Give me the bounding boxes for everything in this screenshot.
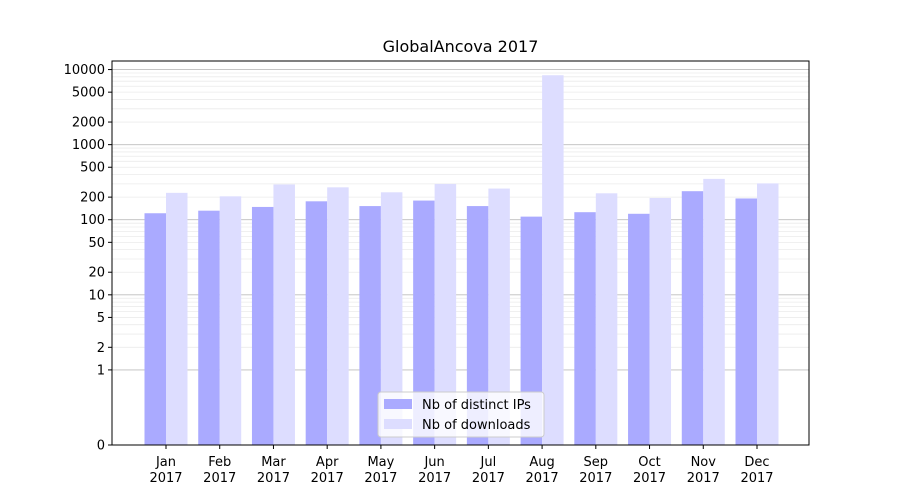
bar-downloads-aug [542, 75, 564, 446]
x-tick-label-month: Mar [261, 455, 286, 470]
y-tick-label: 500 [80, 161, 105, 176]
bar-distinct-ips-sep [574, 212, 596, 445]
bar-distinct-ips-dec [735, 198, 757, 445]
bar-downloads-jun [434, 183, 457, 445]
bar-distinct-ips-jun [413, 200, 435, 445]
bar-distinct-ips-feb [198, 210, 220, 445]
y-tick-label: 2000 [72, 116, 105, 131]
x-tick-label-month: Jul [480, 455, 497, 470]
y-tick-label: 0 [97, 439, 105, 454]
bar-downloads-mar [273, 184, 295, 445]
x-axis: Jan2017Feb2017Mar2017Apr2017May2017Jun20… [149, 445, 774, 486]
x-tick-label-year: 2017 [418, 471, 451, 486]
bar-distinct-ips-may [359, 206, 381, 445]
x-tick-label-year: 2017 [740, 471, 773, 486]
chart-title: GlobalAncova 2017 [383, 37, 539, 56]
y-tick-label: 5 [97, 311, 105, 326]
x-tick-label-year: 2017 [149, 471, 182, 486]
bar-downloads-apr [327, 187, 349, 445]
x-tick-label-month: Oct [638, 455, 660, 470]
legend-label-downloads: Nb of downloads [422, 418, 531, 433]
y-tick-label: 50 [88, 236, 105, 251]
y-tick-label: 20 [88, 266, 105, 281]
y-tick-label: 5000 [72, 86, 105, 101]
x-tick-label-year: 2017 [526, 471, 559, 486]
bar-downloads-sep [595, 193, 618, 445]
x-tick-label-year: 2017 [472, 471, 505, 486]
y-tick-label: 10 [88, 288, 105, 303]
x-tick-label-year: 2017 [579, 471, 612, 486]
bar-distinct-ips-jan [144, 213, 166, 445]
bar-downloads-dec [757, 183, 779, 445]
bar-downloads-feb [219, 196, 242, 445]
legend: Nb of distinct IPs Nb of downloads [377, 391, 545, 438]
x-tick-label-month: Aug [529, 455, 554, 470]
x-tick-label-month: Feb [208, 455, 231, 470]
bar-distinct-ips-nov [681, 191, 704, 445]
y-tick-label: 1000 [72, 138, 105, 153]
y-tick-label: 100 [80, 213, 105, 228]
bar-downloads-oct [649, 197, 672, 445]
x-tick-label-year: 2017 [687, 471, 720, 486]
x-tick-label-month: May [367, 455, 394, 470]
y-tick-label: 10000 [64, 63, 105, 78]
x-tick-label-year: 2017 [203, 471, 236, 486]
x-tick-label-year: 2017 [364, 471, 397, 486]
bars [144, 75, 779, 446]
x-tick-label-year: 2017 [633, 471, 666, 486]
plot-frame [111, 60, 810, 446]
x-tick-label-year: 2017 [311, 471, 344, 486]
legend-label-distinct-ips: Nb of distinct IPs [422, 398, 531, 413]
y-tick-label: 2 [97, 341, 105, 356]
x-tick-label-month: Nov [691, 455, 717, 470]
bar-distinct-ips-aug [520, 216, 543, 445]
x-tick-label-month: Sep [584, 455, 609, 470]
bar-downloads-jul [488, 188, 510, 445]
bar-downloads-jan [166, 192, 188, 445]
y-axis: 0 1 2 5 10 20 50 100 200 500 1000 2000 5000 10000 [64, 63, 112, 454]
bar-downloads-nov [703, 178, 725, 445]
bar-distinct-ips-mar [251, 206, 274, 445]
x-tick-label-month: Jan [155, 455, 176, 470]
x-tick-label-month: Jun [423, 455, 444, 470]
y-tick-label: 200 [80, 191, 105, 206]
y-tick-label: 1 [97, 363, 105, 378]
bar-downloads-may [380, 192, 403, 445]
x-tick-label-year: 2017 [257, 471, 290, 486]
bar-distinct-ips-jul [466, 206, 489, 445]
legend-swatch-downloads [384, 419, 412, 429]
bar-distinct-ips-apr [305, 201, 328, 445]
legend-box [377, 391, 545, 438]
x-tick-label-month: Apr [316, 455, 339, 470]
bar-distinct-ips-oct [628, 213, 650, 445]
legend-swatch-distinct-ips [384, 399, 412, 409]
x-tick-label-month: Dec [744, 455, 769, 470]
